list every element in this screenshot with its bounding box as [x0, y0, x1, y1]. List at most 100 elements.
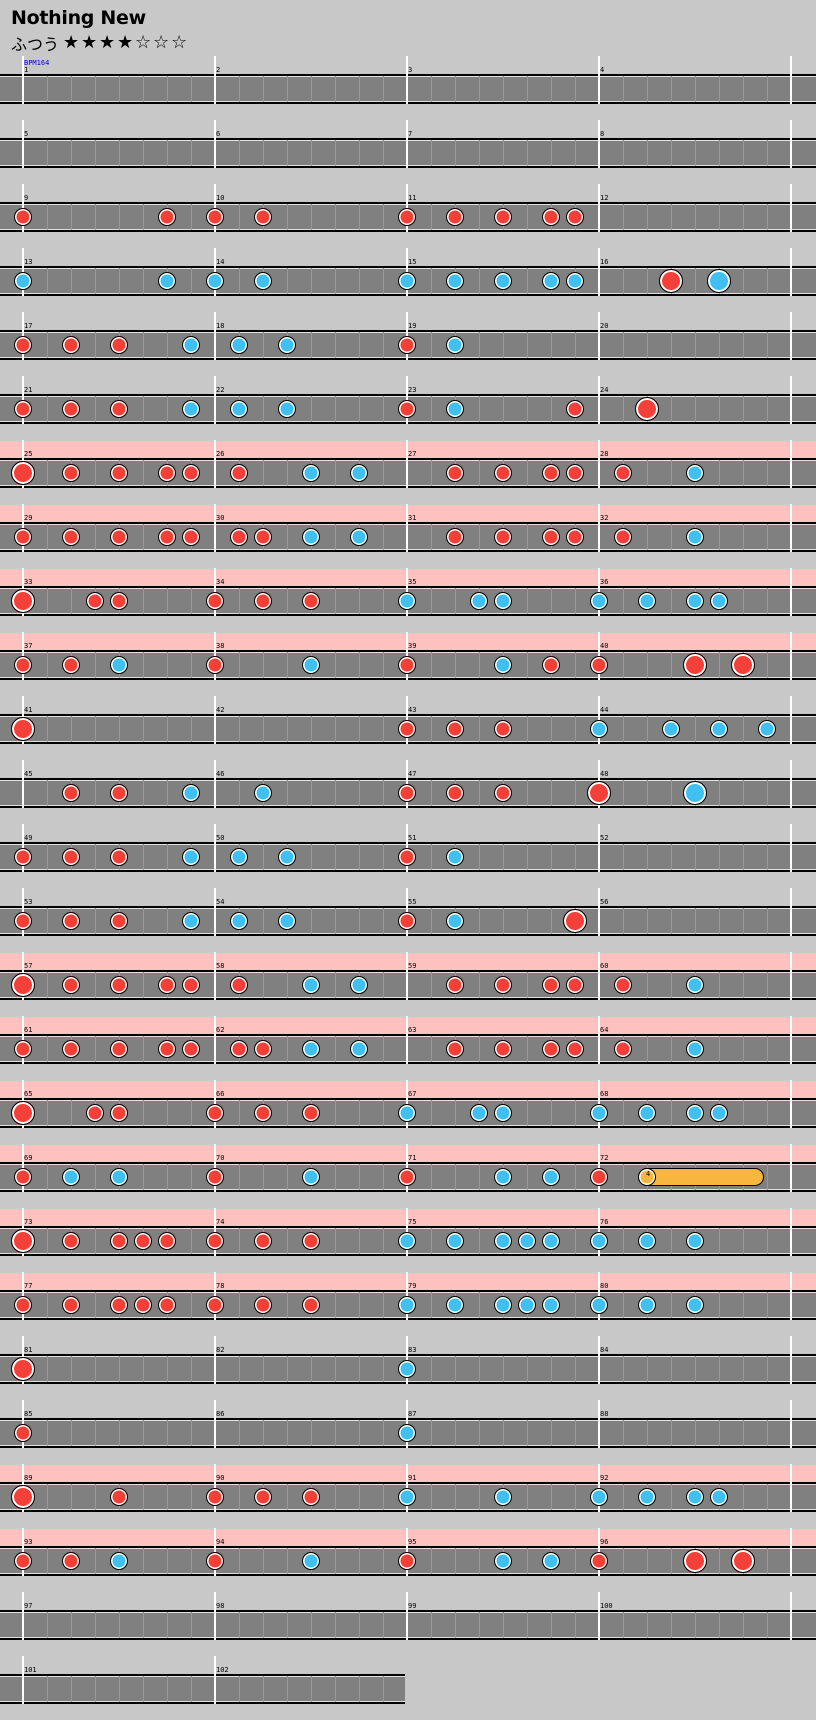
- beat-gridline: [359, 332, 360, 358]
- measure-barline: [214, 1336, 216, 1384]
- ka-note: [230, 848, 248, 866]
- beat-gridline: [95, 204, 96, 230]
- beat-gridline: [359, 140, 360, 166]
- ka-note: [302, 1168, 320, 1186]
- don-note: [590, 656, 608, 674]
- chart-row: 9 10 11 12: [0, 184, 816, 248]
- beat-gridline: [119, 716, 120, 742]
- measure-barline: [790, 184, 792, 232]
- beat-gridline: [527, 1420, 528, 1446]
- beat-gridline: [743, 1612, 744, 1638]
- beat-gridline: [719, 652, 720, 678]
- don-note: [14, 208, 32, 226]
- beat-gridline: [695, 1612, 696, 1638]
- measure-barline: [598, 504, 600, 552]
- measure-number: 64: [600, 1026, 609, 1034]
- beat-gridline: [623, 76, 624, 102]
- beat-gridline: [239, 1100, 240, 1126]
- beat-gridline: [647, 780, 648, 806]
- don-note: [14, 1296, 32, 1314]
- don-note: [398, 336, 416, 354]
- beat-gridline: [143, 1356, 144, 1382]
- beat-gridline: [671, 588, 672, 614]
- beat-gridline: [551, 588, 552, 614]
- beat-gridline: [47, 76, 48, 102]
- beat-gridline: [359, 1164, 360, 1190]
- beat-gridline: [95, 780, 96, 806]
- beat-gridline: [551, 1612, 552, 1638]
- measure-barline: [790, 120, 792, 168]
- beat-gridline: [263, 460, 264, 486]
- don-note: [110, 848, 128, 866]
- beat-gridline: [335, 524, 336, 550]
- measure-number: 50: [216, 834, 225, 842]
- ka-note: [686, 1104, 704, 1122]
- measure-number: 66: [216, 1090, 225, 1098]
- measure-number: 10: [216, 194, 225, 202]
- chart-row: 85 86 87 88: [0, 1400, 816, 1464]
- beat-gridline: [431, 1036, 432, 1062]
- don-note: [110, 336, 128, 354]
- chart-row: 53 54 55 56: [0, 888, 816, 952]
- beat-gridline: [719, 780, 720, 806]
- beat-gridline: [431, 460, 432, 486]
- ka-note: [398, 1232, 416, 1250]
- beat-gridline: [383, 1292, 384, 1318]
- beat-gridline: [743, 780, 744, 806]
- don-note: [494, 720, 512, 738]
- measure-barline: [214, 1656, 216, 1704]
- don-note: [398, 1168, 416, 1186]
- chart-row: 41 42 43 44: [0, 696, 816, 760]
- beat-gridline: [359, 1676, 360, 1702]
- beat-gridline: [143, 844, 144, 870]
- beat-gridline: [239, 652, 240, 678]
- beat-gridline: [431, 972, 432, 998]
- beat-gridline: [503, 1420, 504, 1446]
- measure-number: 92: [600, 1474, 609, 1482]
- don-note: [110, 1296, 128, 1314]
- measure-number: 62: [216, 1026, 225, 1034]
- beat-gridline: [359, 268, 360, 294]
- beat-gridline: [191, 1356, 192, 1382]
- beat-gridline: [527, 1164, 528, 1190]
- beat-gridline: [671, 1036, 672, 1062]
- beat-gridline: [455, 1356, 456, 1382]
- don-note: [542, 976, 560, 994]
- gogo-band: [0, 1017, 816, 1034]
- beat-gridline: [143, 972, 144, 998]
- beat-gridline: [575, 1484, 576, 1510]
- don-note: [182, 1040, 200, 1058]
- measure-barline: [790, 888, 792, 936]
- chart-row: 101 102: [0, 1656, 405, 1720]
- beat-gridline: [143, 76, 144, 102]
- beat-gridline: [671, 1612, 672, 1638]
- measure-barline: [22, 760, 24, 808]
- beat-gridline: [431, 1356, 432, 1382]
- don-note: [110, 912, 128, 930]
- beat-gridline: [47, 1036, 48, 1062]
- measure-barline: [790, 1016, 792, 1064]
- beat-gridline: [359, 1548, 360, 1574]
- beat-gridline: [71, 1676, 72, 1702]
- beat-gridline: [335, 972, 336, 998]
- beat-gridline: [239, 1612, 240, 1638]
- beat-gridline: [263, 716, 264, 742]
- measure-number: 7: [408, 130, 413, 138]
- beat-gridline: [263, 76, 264, 102]
- beat-gridline: [287, 1548, 288, 1574]
- ka-note: [302, 1040, 320, 1058]
- don-note: [62, 1296, 80, 1314]
- beat-gridline: [623, 1356, 624, 1382]
- beat-gridline: [719, 1036, 720, 1062]
- beat-gridline: [47, 972, 48, 998]
- beat-gridline: [47, 1548, 48, 1574]
- beat-gridline: [359, 780, 360, 806]
- difficulty-stars: ★ ★ ★ ★ ☆ ☆ ☆: [63, 33, 189, 53]
- beat-gridline: [575, 1548, 576, 1574]
- beat-gridline: [479, 908, 480, 934]
- beat-gridline: [479, 204, 480, 230]
- beat-gridline: [383, 76, 384, 102]
- don-note: [446, 1040, 464, 1058]
- ka-note: [62, 1168, 80, 1186]
